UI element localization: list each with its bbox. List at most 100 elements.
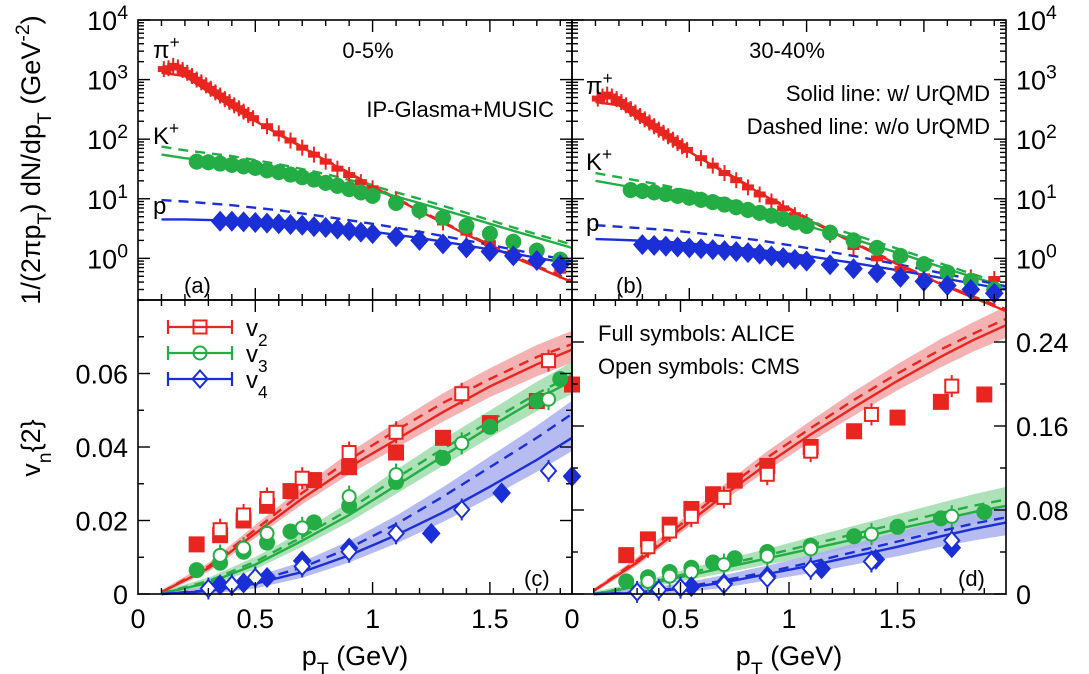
data-point-alice	[188, 562, 205, 579]
y-tick-label: 104	[1016, 2, 1057, 36]
data-point-cms	[387, 523, 405, 544]
data-point	[284, 137, 297, 144]
data-point	[750, 243, 770, 265]
data-point	[624, 106, 637, 113]
data-point	[822, 224, 839, 241]
y-tick-label: 100	[87, 240, 128, 274]
y-tick-label: 0.04	[75, 433, 128, 463]
panel-label: (b)	[616, 273, 643, 298]
data-point	[762, 245, 781, 267]
data-point-alice	[282, 483, 299, 500]
species-label-proton: p	[586, 210, 599, 237]
data-point	[629, 109, 642, 116]
data-point	[222, 210, 242, 232]
data-point	[292, 214, 312, 236]
data-point-cms	[683, 508, 699, 524]
data-point	[648, 123, 661, 130]
data-point-alice	[188, 536, 205, 553]
data-point-cms	[341, 445, 357, 461]
data-point	[209, 89, 222, 96]
v2-curve-without-urqmd	[160, 342, 573, 594]
data-point	[844, 258, 863, 280]
data-point-alice	[618, 573, 635, 590]
data-point	[679, 237, 699, 259]
data-point	[296, 144, 309, 151]
data-point	[643, 119, 656, 126]
data-point	[726, 241, 746, 263]
data-point	[185, 72, 198, 79]
data-point	[773, 247, 793, 269]
data-point-cms	[759, 466, 775, 482]
legend-label-v2: v2	[246, 315, 268, 350]
y-tick-label: 103	[87, 62, 128, 96]
model-label: IP-Glasma+MUSIC	[366, 97, 554, 122]
species-label-proton: p	[153, 193, 166, 220]
data-point	[671, 140, 684, 147]
uncertainty-band	[161, 400, 572, 594]
data-point-alice	[932, 393, 949, 410]
species-label-pion: π+	[153, 32, 180, 64]
data-point	[316, 216, 336, 238]
data-point	[676, 143, 689, 150]
data-point	[785, 248, 805, 270]
y-tick-label: 0.08	[1016, 496, 1069, 526]
data-point	[339, 220, 359, 242]
line-style-legend: Dashed line: w/o UrQMD	[747, 114, 990, 139]
x-axis-label: pT (GeV)	[736, 641, 842, 674]
data-point-cms	[340, 541, 358, 562]
legend-label-v4: v4	[246, 367, 268, 402]
y-tick-label: 0.06	[75, 360, 128, 390]
data-point	[680, 146, 693, 153]
data-point	[304, 216, 324, 238]
data-point-cms	[452, 499, 471, 520]
data-point	[741, 184, 754, 191]
data-point	[703, 239, 723, 261]
data-point-cms	[294, 520, 310, 536]
data-point	[550, 254, 570, 276]
species-label-kaon: K+	[153, 118, 179, 150]
data-point	[223, 99, 236, 106]
data-point	[867, 262, 887, 284]
data-point	[261, 123, 274, 130]
data-point-alice	[618, 547, 635, 564]
x-tick-label: 0	[564, 604, 579, 634]
data-point	[411, 202, 428, 219]
data-point	[237, 108, 250, 115]
data-point	[984, 282, 1004, 304]
data-point-cms	[294, 470, 310, 486]
data-point-cms	[803, 443, 819, 459]
data-point	[246, 115, 259, 122]
data-point	[644, 234, 664, 256]
data-point-cms	[541, 391, 557, 407]
data-point	[798, 217, 815, 234]
y-tick-label: 0	[113, 580, 128, 610]
y-tick-label: 0.02	[75, 507, 128, 537]
data-point-cms	[662, 523, 678, 539]
data-point	[364, 187, 381, 204]
data-point-alice	[492, 482, 511, 504]
data-point	[328, 218, 347, 240]
data-point	[527, 250, 547, 272]
data-point-alice	[976, 504, 993, 521]
data-point	[343, 172, 356, 179]
data-point	[715, 240, 734, 262]
x-tick-label: 1	[781, 604, 796, 634]
data-point	[718, 170, 731, 177]
data-point-cms	[640, 539, 656, 555]
data-point-cms	[803, 541, 819, 557]
data-point	[634, 112, 647, 119]
data-point	[234, 211, 253, 233]
data-point	[410, 229, 429, 251]
data-point	[434, 209, 451, 226]
data-point-cms	[862, 551, 881, 572]
data-point-alice	[726, 472, 743, 489]
data-point	[797, 250, 816, 272]
species-label-kaon: K+	[586, 144, 612, 176]
data-point	[638, 116, 651, 123]
data-point	[870, 255, 883, 262]
data-point	[777, 205, 790, 212]
y-tick-label: 0.24	[1016, 328, 1069, 358]
data-point	[666, 136, 679, 143]
data-point	[657, 129, 670, 136]
